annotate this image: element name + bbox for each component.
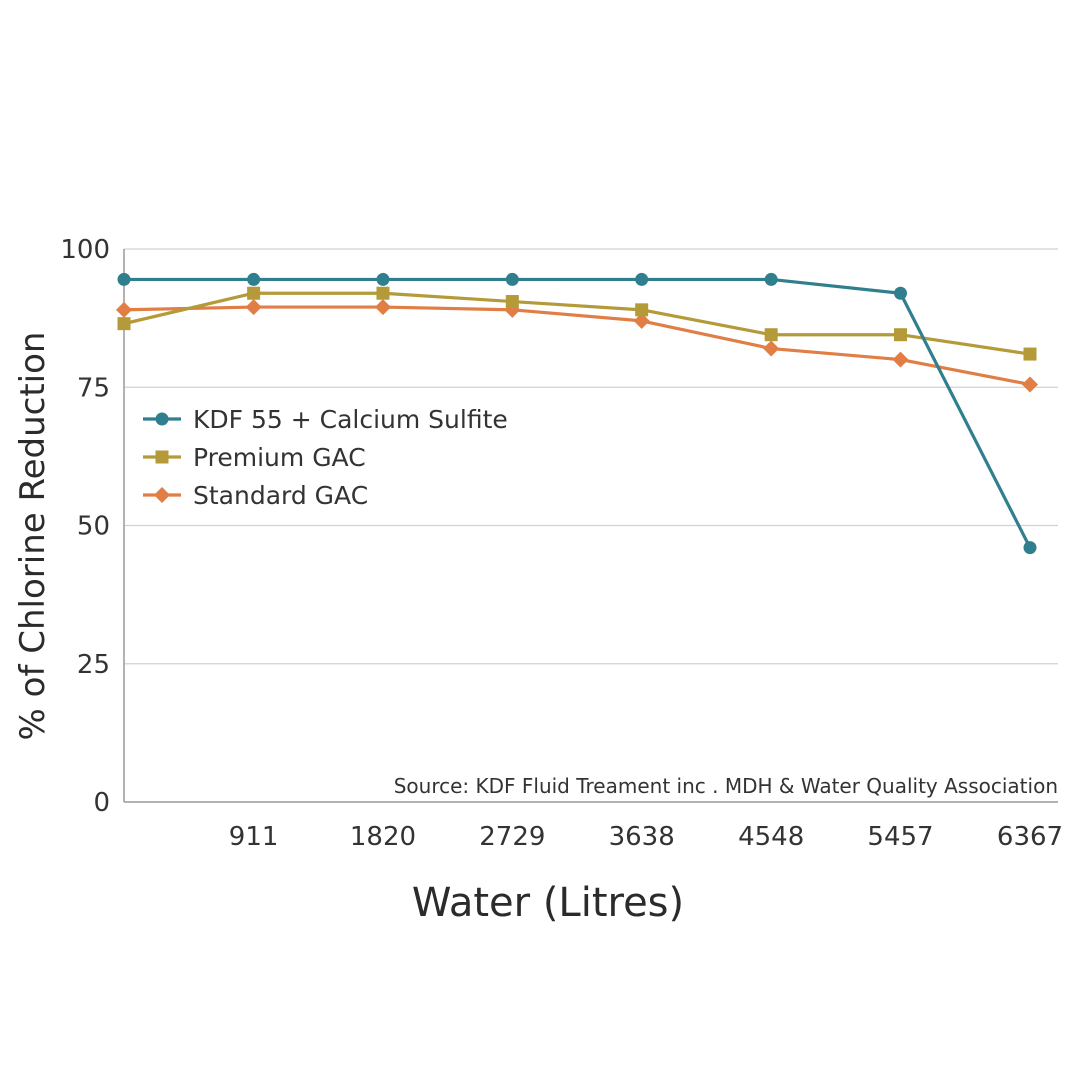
data-point (894, 328, 908, 342)
legend-label: Premium GAC (193, 443, 366, 472)
data-point (245, 299, 262, 316)
data-point (116, 301, 132, 318)
data-point (117, 272, 131, 286)
x-axis-title: Water (Litres) (412, 880, 684, 926)
series-2 (116, 299, 1038, 393)
series-line (122, 305, 1032, 387)
data-point (247, 286, 261, 300)
legend-marker (155, 450, 169, 464)
y-tick-label: 50 (77, 512, 110, 542)
legend-marker (155, 412, 169, 426)
series-1 (117, 286, 1037, 361)
series-lines (116, 272, 1038, 555)
series-0 (117, 272, 1037, 555)
legend-item: Premium GAC (143, 443, 366, 472)
source-note: Source: KDF Fluid Treament inc . MDH & W… (394, 774, 1058, 798)
x-tick-label: 2729 (479, 822, 545, 852)
data-point (117, 317, 131, 331)
series-line (122, 277, 1032, 550)
x-tick-label: 5457 (867, 822, 933, 852)
x-tick-labels: 911 1820 2729 3638 4548 5457 6367 (229, 822, 1063, 852)
data-point (764, 272, 778, 286)
data-point (633, 312, 650, 329)
data-point (247, 272, 261, 286)
legend: KDF 55 + Calcium Sulfite Premium GAC Stand… (143, 405, 508, 510)
data-point (376, 272, 390, 286)
y-tick-label: 25 (77, 650, 110, 680)
legend-item: Standard GAC (143, 481, 368, 510)
grid-lines (124, 248, 1058, 665)
x-tick-label: 4548 (738, 822, 804, 852)
data-point (1023, 541, 1037, 555)
x-tick-label: 1820 (350, 822, 416, 852)
y-tick-label: 75 (77, 373, 110, 403)
x-tick-label: 6367 (997, 822, 1063, 852)
y-tick-labels: 0 25 50 75 100 (60, 235, 110, 818)
data-point (763, 340, 780, 357)
y-tick-label: 100 (60, 235, 110, 265)
y-axis-title: % of Chlorine Reduction (13, 332, 53, 741)
data-point (374, 299, 391, 316)
data-point (505, 295, 519, 309)
data-point (1023, 347, 1037, 361)
y-tick-label: 0 (93, 788, 110, 818)
data-point (894, 286, 908, 300)
axes (123, 249, 1058, 803)
data-point (764, 328, 778, 342)
x-tick-label: 911 (229, 822, 279, 852)
data-point (635, 303, 649, 317)
legend-label: Standard GAC (193, 481, 368, 510)
data-point (376, 286, 390, 300)
series-line (122, 291, 1032, 356)
data-point (505, 272, 519, 286)
data-point (635, 272, 649, 286)
data-point (1022, 376, 1038, 393)
legend-item: KDF 55 + Calcium Sulfite (143, 405, 508, 434)
data-point (892, 351, 909, 368)
legend-marker (154, 487, 170, 503)
x-tick-label: 3638 (609, 822, 675, 852)
legend-label: KDF 55 + Calcium Sulfite (193, 405, 508, 434)
